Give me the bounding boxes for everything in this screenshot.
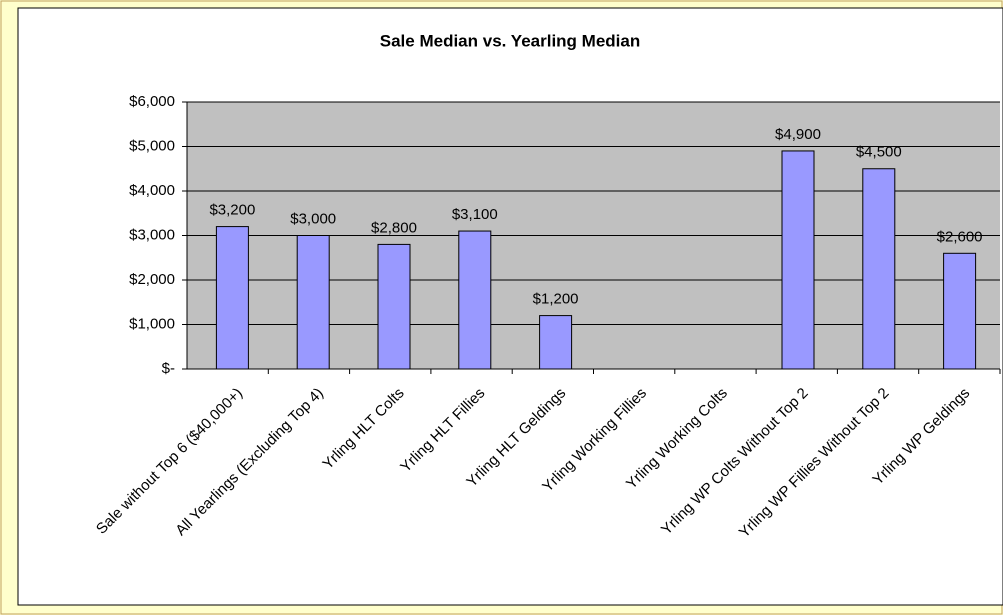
data-label: $4,900 [775,126,821,143]
data-label: $1,200 [533,291,579,308]
y-tick-label: $3,000 [129,226,175,243]
bar [458,230,492,370]
bar [943,252,977,370]
y-tick-label: $2,000 [129,271,175,288]
bar [296,235,330,370]
bar [862,168,896,370]
data-label: $3,000 [290,210,336,227]
data-label: $4,500 [856,144,902,161]
y-tick-label: $1,000 [129,315,175,332]
bar [539,315,573,370]
data-label: $3,100 [452,206,498,223]
chart-title: Sale Median vs. Yearling Median [380,31,640,50]
data-label: $2,800 [371,219,417,236]
y-tick-label: $- [162,360,175,377]
y-tick-label: $6,000 [129,93,175,110]
y-tick-label: $5,000 [129,137,175,154]
bar [215,226,249,370]
data-label: $2,600 [937,228,983,245]
data-label: $3,200 [209,202,255,219]
y-tick-label: $4,000 [129,182,175,199]
bar [781,150,815,370]
bar [377,243,411,370]
